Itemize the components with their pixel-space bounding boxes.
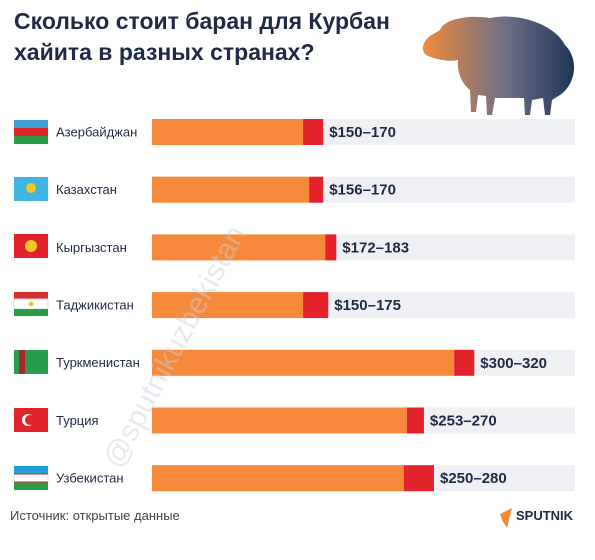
category-label: Казахстан xyxy=(56,182,117,197)
bar-min xyxy=(152,119,304,145)
value-label: $172–183 xyxy=(342,239,409,256)
bar-range xyxy=(406,407,424,434)
value-label: $250–280 xyxy=(440,470,507,487)
source: Источник: открытые данные xyxy=(10,508,180,523)
category-label: Азербайджан xyxy=(56,124,137,139)
bar-range xyxy=(325,234,337,261)
sheep-illustration xyxy=(422,16,575,115)
bar-min xyxy=(152,176,310,203)
flags xyxy=(13,120,49,490)
bar-min xyxy=(152,465,404,492)
category-label: Кыргызстан xyxy=(56,240,127,255)
bar-min xyxy=(152,292,304,319)
bar-range xyxy=(309,176,324,203)
brand-logo: SPUTNIK xyxy=(500,508,574,528)
chart-title: Сколько стоит баран для Курбан хайита в … xyxy=(14,8,390,65)
value-label: $156–170 xyxy=(329,182,396,199)
bar-min xyxy=(152,407,407,434)
bar-min xyxy=(152,234,326,261)
value-label: $300–320 xyxy=(480,355,547,372)
brand: SPUTNIK xyxy=(516,508,574,523)
category-label: Турция xyxy=(56,413,99,428)
category-label: Таджикистан xyxy=(56,298,134,313)
value-label: $150–170 xyxy=(329,124,396,141)
bar-range xyxy=(403,465,434,492)
category-label: Узбекистан xyxy=(56,471,124,486)
category-label: Туркменистан xyxy=(56,355,140,370)
bar-min xyxy=(152,349,455,376)
bar-range xyxy=(303,292,329,319)
bar-range xyxy=(303,119,324,145)
value-label: $253–270 xyxy=(430,412,497,429)
value-label: $150–175 xyxy=(334,297,401,314)
bar-range xyxy=(454,349,475,376)
